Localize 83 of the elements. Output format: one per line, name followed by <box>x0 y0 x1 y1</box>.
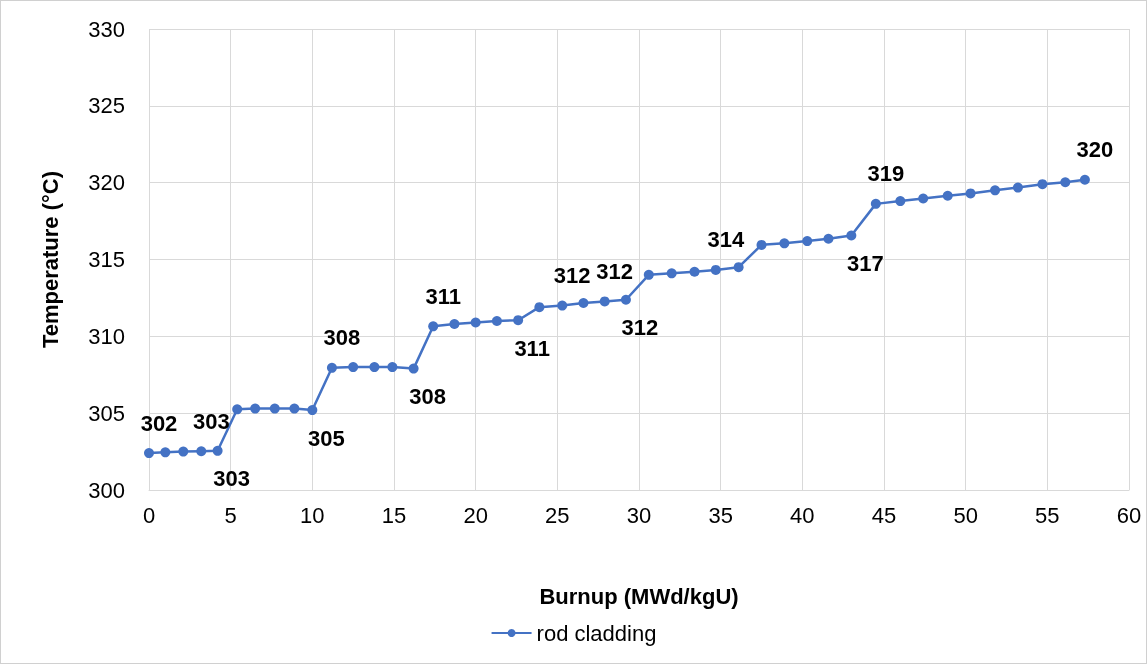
point <box>756 239 767 250</box>
point <box>178 446 189 457</box>
data-label: 308 <box>409 384 446 410</box>
point <box>599 296 610 307</box>
x-axis-title: Burnup (MWd/kgU) <box>539 583 739 609</box>
x-tick-label: 60 <box>1116 502 1142 528</box>
y-tick-label: 300 <box>88 477 125 503</box>
point <box>733 262 744 273</box>
y-tick-label: 320 <box>88 170 125 196</box>
point <box>269 403 280 414</box>
point <box>990 185 1001 196</box>
point <box>870 198 881 209</box>
data-label: 311 <box>514 335 550 361</box>
point <box>307 405 318 416</box>
point <box>578 297 589 308</box>
data-label: 311 <box>425 283 461 309</box>
point <box>823 233 834 244</box>
data-label: 303 <box>192 408 230 434</box>
point <box>965 188 976 199</box>
point <box>160 447 171 458</box>
x-tick-label: 15 <box>381 502 407 528</box>
data-label: 317 <box>846 251 884 277</box>
x-tick-label: 35 <box>708 502 733 528</box>
point <box>369 362 380 373</box>
data-label: 312 <box>553 263 591 289</box>
point <box>387 362 398 373</box>
point <box>1037 179 1048 190</box>
y-tick-label: 310 <box>88 323 125 349</box>
point <box>942 190 953 201</box>
x-tick-label: 40 <box>790 502 815 528</box>
data-label: 320 <box>1076 137 1114 163</box>
point <box>710 264 721 275</box>
point <box>802 236 813 247</box>
x-tick-label: 55 <box>1035 502 1060 528</box>
x-tick-label: 10 <box>300 502 325 528</box>
y-tick-label: 305 <box>88 400 125 426</box>
point <box>1079 174 1090 185</box>
data-label: 314 <box>707 227 745 253</box>
point <box>232 404 243 415</box>
point <box>689 266 700 277</box>
data-label: 312 <box>621 315 659 341</box>
x-tick-label: 45 <box>871 502 897 528</box>
point <box>643 269 654 280</box>
y-tick-label: 330 <box>88 16 125 42</box>
point <box>1060 177 1071 188</box>
y-axis-title: Temperature (°C) <box>37 170 63 349</box>
point <box>620 294 631 305</box>
data-label: 312 <box>596 258 634 284</box>
point <box>196 446 207 457</box>
point <box>348 362 359 373</box>
y-tick-label: 315 <box>88 247 125 272</box>
point <box>491 315 502 326</box>
data-label: 302 <box>140 410 178 436</box>
data-label: 308 <box>323 325 361 351</box>
point <box>918 193 929 204</box>
point <box>1012 182 1023 193</box>
x-tick-label: 50 <box>953 502 978 528</box>
data-label: 305 <box>307 425 345 451</box>
data-label: 303 <box>213 466 250 492</box>
x-tick-label: 5 <box>224 502 237 528</box>
point <box>846 230 857 241</box>
point <box>895 196 906 207</box>
x-tick-label: 20 <box>463 502 488 528</box>
x-tick-label: 25 <box>545 502 570 528</box>
data-label: 319 <box>867 161 905 187</box>
y-tick-label: 325 <box>88 93 125 119</box>
point <box>250 403 261 414</box>
legend-label: rod cladding <box>536 620 657 646</box>
point <box>449 319 460 330</box>
point <box>779 238 790 249</box>
point <box>666 268 677 279</box>
point <box>289 403 300 414</box>
point <box>534 302 545 313</box>
point <box>513 315 524 326</box>
point <box>470 317 481 328</box>
point <box>557 300 568 311</box>
point <box>428 321 439 332</box>
point <box>408 363 419 374</box>
x-tick-label: 30 <box>626 502 652 528</box>
x-tick-label: 0 <box>142 502 156 528</box>
point <box>326 362 337 373</box>
point <box>144 448 154 459</box>
point <box>212 445 223 456</box>
